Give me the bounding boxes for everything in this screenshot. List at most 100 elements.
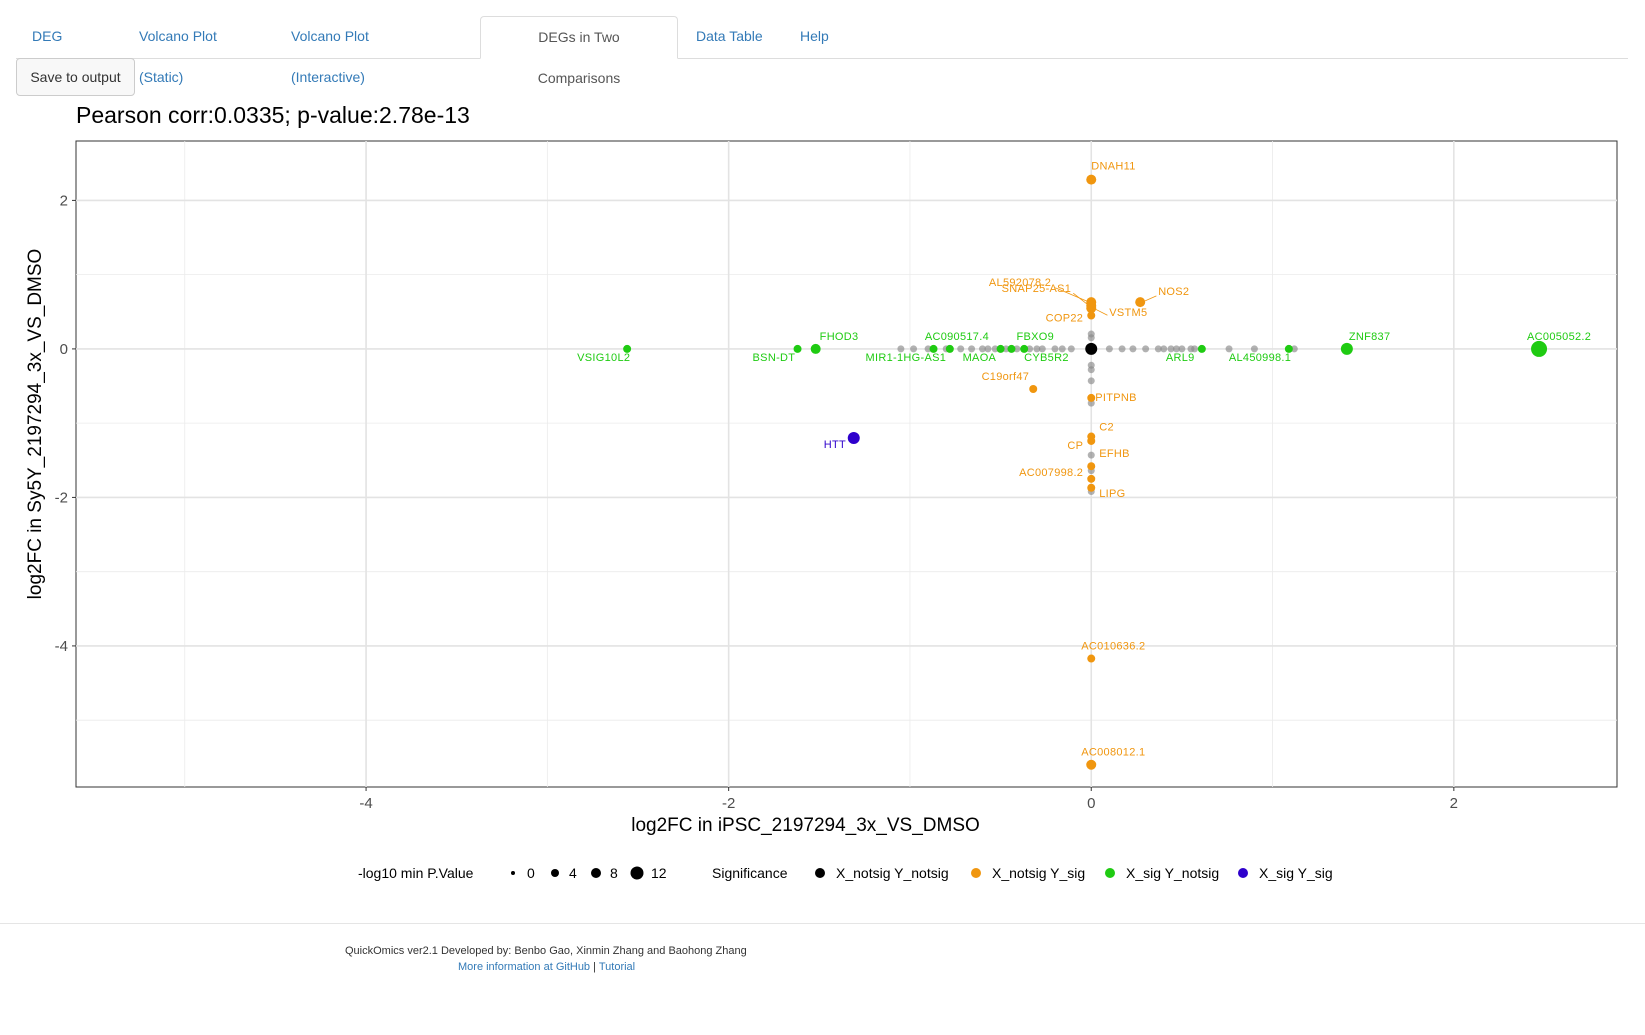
y-tick-label: -2 — [55, 489, 68, 506]
label-connector — [1055, 287, 1090, 303]
x-tick-label: 0 — [1087, 795, 1095, 812]
data-label: AC008012.1 — [1081, 747, 1145, 759]
background-point — [1058, 345, 1066, 353]
save-to-output-button[interactable]: Save to output — [16, 58, 135, 96]
background-point — [968, 345, 976, 353]
data-point — [1087, 311, 1096, 320]
data-label: LIPG — [1099, 488, 1125, 500]
data-label: MIR1-1HG-AS1 — [866, 352, 947, 364]
data-label: MAOA — [963, 352, 997, 364]
tab-volcano-interactive[interactable]: Volcano Plot (Interactive) — [291, 28, 369, 85]
data-point — [1087, 393, 1096, 402]
color-legend-key — [1105, 868, 1115, 878]
data-label: FHOD3 — [820, 331, 859, 343]
x-tick-label: -4 — [359, 795, 372, 812]
data-label: ZNF837 — [1349, 331, 1391, 343]
data-point — [929, 344, 938, 353]
color-legend-key — [1238, 868, 1248, 878]
tab-data-table[interactable]: Data Table — [696, 28, 763, 44]
color-legend-key — [971, 868, 981, 878]
github-link[interactable]: More information at GitHub — [458, 961, 591, 973]
data-point — [945, 344, 954, 353]
scatter-chart: Pearson corr:0.0335; p-value:2.78e-13 -4 -… — [25, 102, 1618, 881]
data-point — [1087, 483, 1096, 492]
color-legend-key — [815, 868, 825, 878]
background-point — [1225, 345, 1233, 353]
size-legend-key — [511, 871, 515, 875]
data-label: VSTM5 — [1109, 307, 1147, 319]
data-point — [996, 344, 1005, 353]
footer-divider — [0, 923, 1645, 924]
background-point — [1178, 345, 1186, 353]
tab-degs-two-comparisons[interactable]: DEGs in Two Comparisons — [480, 16, 678, 86]
color-legend-label: X_sig Y_sig — [1259, 865, 1333, 881]
data-point — [1135, 297, 1146, 308]
color-legend-label: X_notsig Y_sig — [992, 865, 1085, 881]
background-point — [1026, 345, 1034, 353]
data-label: NOS2 — [1158, 286, 1189, 298]
y-tick-label: 2 — [60, 192, 68, 209]
data-point — [1020, 344, 1029, 353]
data-label: DNAH11 — [1091, 161, 1135, 173]
background-point — [978, 345, 986, 353]
data-label: EFHB — [1099, 448, 1130, 460]
background-point — [1154, 345, 1162, 353]
data-point — [1085, 342, 1098, 355]
background-point — [1087, 377, 1095, 385]
size-legend-title: -log10 min P.Value — [358, 865, 474, 881]
background-point — [910, 345, 918, 353]
background-point — [1087, 451, 1095, 459]
data-label: AC090517.4 — [925, 331, 989, 343]
tab-help[interactable]: Help — [800, 28, 829, 44]
y-axis-label: log2FC in Sy5Y_2197294_3x_VS_DMSO — [25, 249, 46, 600]
background-point — [991, 345, 999, 353]
data-point — [1531, 340, 1548, 357]
tab-volcano-static[interactable]: Volcano Plot (Static) — [139, 28, 217, 85]
background-point — [897, 345, 905, 353]
data-point — [1086, 759, 1097, 770]
tab-deg-counts[interactable]: DEG Counts — [32, 28, 76, 85]
data-label: AC007998.2 — [1019, 467, 1083, 479]
plot-panel — [75, 140, 1618, 788]
color-legend-label: X_notsig Y_notsig — [836, 865, 949, 881]
data-label: FBXO9 — [1016, 331, 1054, 343]
color-legend-title: Significance — [712, 865, 788, 881]
data-label: AC010636.2 — [1081, 641, 1145, 653]
size-legend-key — [591, 868, 601, 878]
background-point — [1087, 334, 1095, 342]
y-tick-label: 0 — [60, 341, 68, 358]
label-connector — [1093, 307, 1108, 316]
data-point — [1087, 462, 1096, 471]
size-legend-key — [551, 869, 559, 877]
size-legend-label: 4 — [569, 865, 577, 881]
size-legend-label: 0 — [527, 865, 535, 881]
y-tick-label: -4 — [55, 638, 68, 655]
data-point — [1086, 303, 1097, 314]
data-label: BSN-DT — [753, 352, 796, 364]
link-separator: | — [593, 961, 596, 973]
data-label: CYB5R2 — [1024, 352, 1069, 364]
background-point — [1129, 345, 1137, 353]
data-point — [1197, 344, 1206, 353]
background-point — [1013, 345, 1021, 353]
background-point — [1067, 345, 1075, 353]
data-point — [1087, 474, 1096, 483]
data-point — [1086, 174, 1097, 185]
data-label: AL450998.1 — [1229, 352, 1291, 364]
x-axis-label: log2FC in iPSC_2197294_3x_VS_DMSO — [631, 815, 980, 836]
data-label: ARL9 — [1166, 352, 1195, 364]
background-point — [1118, 345, 1126, 353]
data-label: SNAP25-AS1 — [1002, 283, 1072, 295]
background-point — [1160, 345, 1168, 353]
background-point — [957, 345, 965, 353]
tutorial-link[interactable]: Tutorial — [598, 961, 636, 973]
background-point — [1087, 366, 1095, 374]
data-label: C2 — [1099, 422, 1114, 434]
background-point — [924, 345, 932, 353]
data-label: AL592078.2 — [989, 277, 1051, 289]
data-label: CP — [1067, 440, 1083, 452]
background-point — [1142, 345, 1150, 353]
data-label: HTT — [824, 439, 846, 451]
x-tick-label: -2 — [722, 795, 735, 812]
tab-bar: DEG Counts Volcano Plot (Static) Volcano… — [16, 16, 1628, 86]
